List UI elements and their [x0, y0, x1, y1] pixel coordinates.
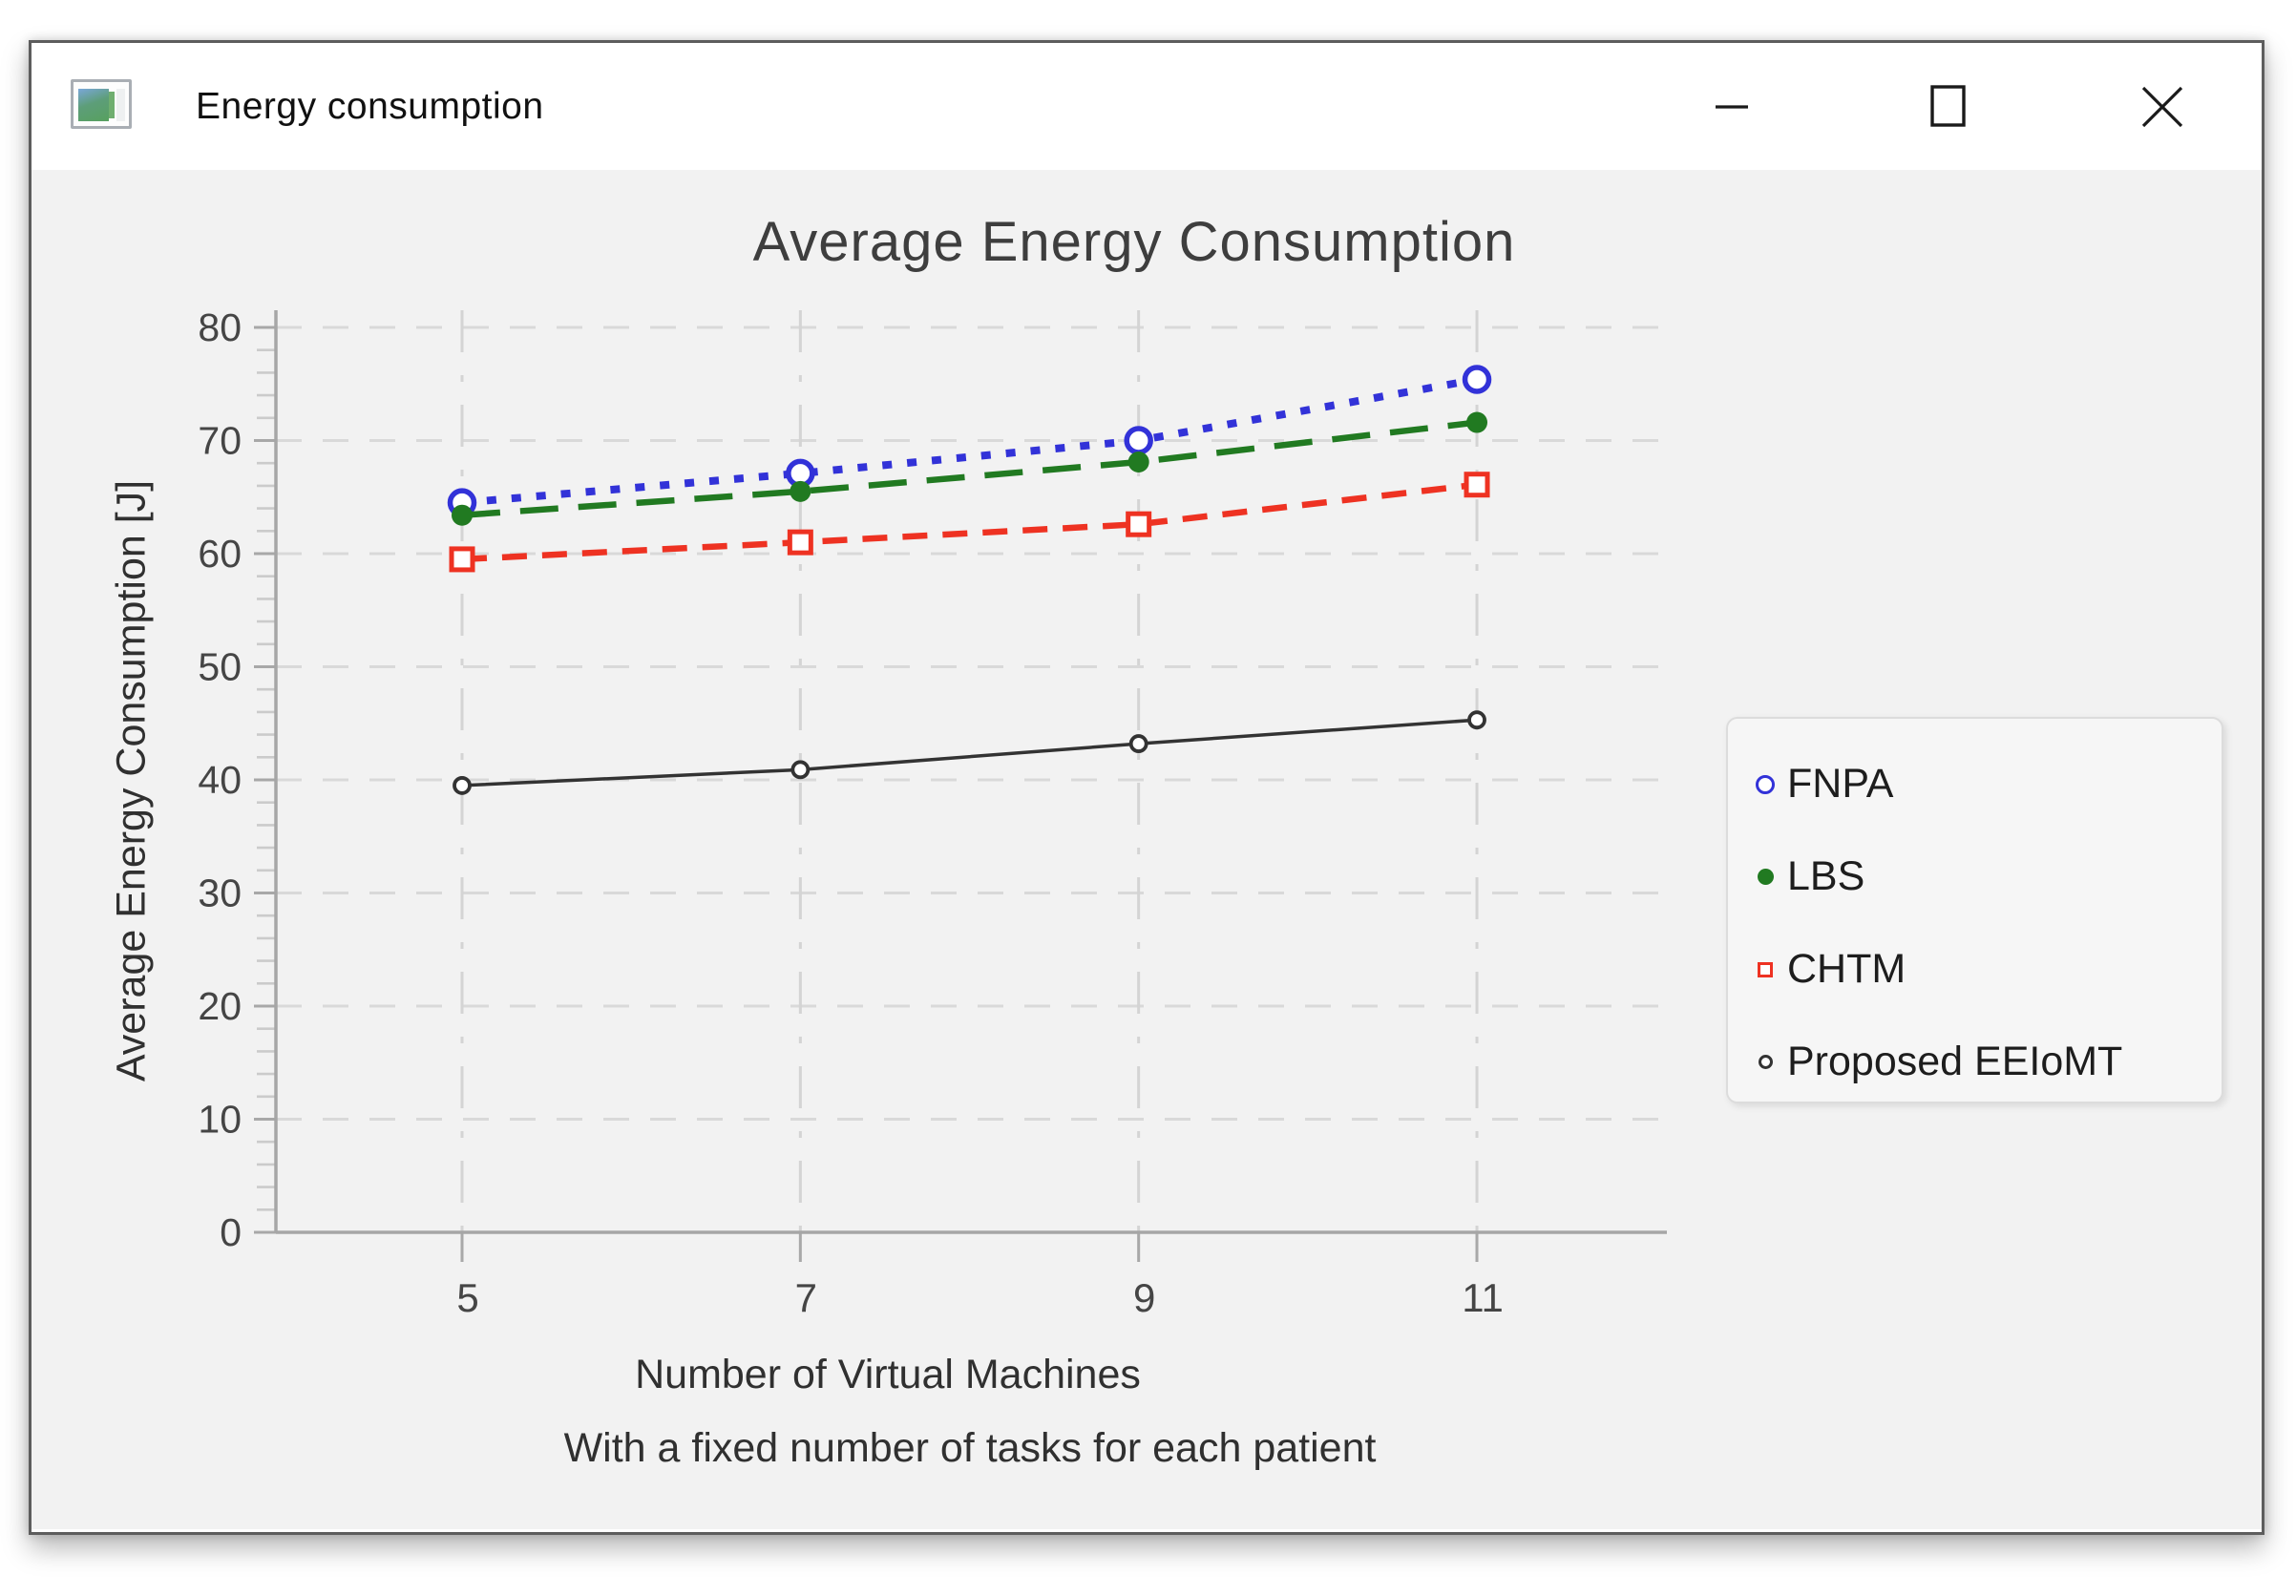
small-open-circle-legend-marker-icon	[1743, 1055, 1787, 1069]
minimize-icon	[1716, 104, 1748, 109]
legend-item-proposed-eeiomt[interactable]: Proposed EEIoMT	[1728, 1016, 2222, 1108]
filled-circle-legend-marker-icon	[1743, 869, 1787, 885]
app-window-icon	[71, 79, 132, 129]
minimize-button[interactable]	[1675, 43, 1790, 170]
maximize-button[interactable]	[1893, 43, 2008, 170]
legend-item-chtm[interactable]: CHTM	[1728, 923, 2222, 1016]
open-square-legend-marker-icon	[1743, 961, 1787, 977]
legend-label: Proposed EEIoMT	[1787, 1039, 2123, 1084]
window-title: Energy consumption	[196, 85, 544, 127]
close-icon	[2141, 86, 2183, 127]
open-circle-legend-marker-icon	[1743, 774, 1787, 794]
legend-item-fnpa[interactable]: FNPA	[1728, 738, 2222, 830]
app-icon-green-sliver	[109, 92, 115, 118]
app-icon-chart-pane	[78, 89, 109, 121]
title-bar[interactable]: Energy consumption	[32, 43, 2262, 170]
legend-label: LBS	[1787, 853, 1865, 899]
chart-legend: FNPA LBS CHTM Proposed EEIoMT	[1726, 717, 2223, 1103]
app-icon-side-column	[116, 89, 125, 121]
legend-label: CHTM	[1787, 946, 1906, 992]
close-button[interactable]	[2105, 43, 2220, 170]
legend-item-lbs[interactable]: LBS	[1728, 830, 2222, 923]
maximize-icon	[1930, 84, 1966, 127]
legend-label: FNPA	[1787, 761, 1894, 807]
